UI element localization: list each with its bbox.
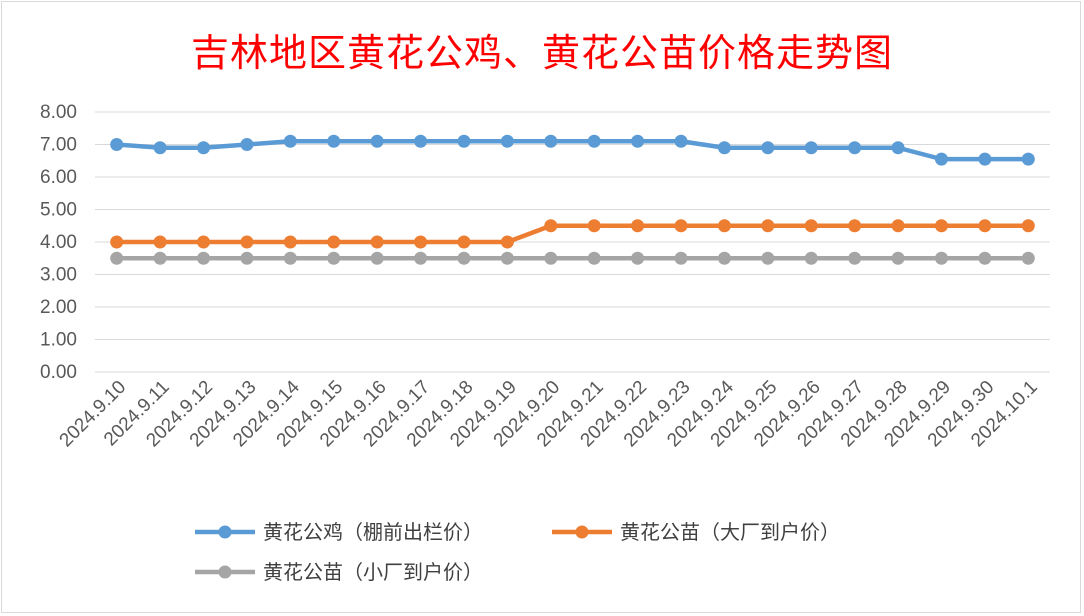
data-point [1021,219,1035,233]
data-point [978,251,992,265]
data-point [761,141,775,155]
legend-swatch-marker [218,565,232,579]
data-point [934,219,948,233]
series-layer [110,134,1035,265]
y-tick-label: 0.00 [40,362,77,383]
data-point [761,251,775,265]
data-point [848,141,862,155]
legend-label: 黄花公苗（大厂到户价） [620,520,840,544]
chart-title: 吉林地区黄花公鸡、黄花公苗价格走势图 [190,31,893,75]
legend-item: 黄花公苗（大厂到户价） [552,520,840,544]
data-point [587,219,601,233]
data-point [631,134,645,148]
data-point [370,134,384,148]
data-point [500,251,514,265]
data-point [674,134,688,148]
data-point [414,251,428,265]
legend-item: 黄花公苗（小厂到户价） [195,560,483,584]
data-point [674,219,688,233]
data-point [283,134,297,148]
data-point [153,235,167,249]
data-point [717,251,731,265]
legend-swatch-marker [575,525,589,539]
data-point [457,134,471,148]
legend-swatch-marker [218,525,232,539]
data-point [891,219,905,233]
data-point [327,235,341,249]
y-tick-label: 2.00 [40,297,77,318]
x-axis-ticks: 2024.9.102024.9.112024.9.122024.9.132024… [56,376,1042,451]
series-1 [110,134,1035,166]
data-point [544,219,558,233]
data-point [370,235,384,249]
data-point [153,141,167,155]
y-tick-label: 3.00 [40,265,77,286]
data-point [804,219,818,233]
legend-item: 黄花公鸡（棚前出栏价） [195,520,483,544]
data-point [631,219,645,233]
data-point [283,251,297,265]
data-point [370,251,384,265]
y-tick-label: 1.00 [40,330,77,351]
y-tick-label: 8.00 [40,102,77,123]
data-point [240,235,254,249]
data-point [197,141,211,155]
y-tick-label: 5.00 [40,200,77,221]
data-point [934,152,948,166]
data-point [110,235,124,249]
data-point [848,251,862,265]
data-point [500,134,514,148]
data-point [631,251,645,265]
data-point [934,251,948,265]
legend-label: 黄花公苗（小厂到户价） [263,560,483,584]
data-point [674,251,688,265]
data-point [544,251,558,265]
data-point [327,134,341,148]
data-point [848,219,862,233]
data-point [414,235,428,249]
data-point [804,251,818,265]
data-point [1021,251,1035,265]
data-point [891,141,905,155]
data-point [717,219,731,233]
data-point [240,251,254,265]
data-point [717,141,731,155]
y-axis-ticks: 0.00 1.00 2.00 3.00 4.00 5.00 6.00 7.00 8.00 [40,102,77,383]
data-point [978,219,992,233]
legend: 黄花公鸡（棚前出栏价） 黄花公苗（大厂到户价） 黄花公苗（小厂到户价） [195,520,840,584]
series-line [116,139,1029,162]
data-point [110,251,124,265]
data-point [240,138,254,151]
data-point [110,138,124,151]
data-point [457,251,471,265]
series-3 [110,251,1035,265]
data-point [1021,152,1035,166]
y-tick-label: 4.00 [40,232,77,253]
data-point [544,134,558,148]
data-point [283,235,297,249]
data-point [153,251,167,265]
data-point [804,141,818,155]
data-point [587,251,601,265]
data-point [500,235,514,249]
data-point [978,152,992,166]
data-point [327,251,341,265]
data-point [891,251,905,265]
data-point [197,251,211,265]
y-tick-label: 7.00 [40,135,77,156]
data-point [197,235,211,249]
legend-label: 黄花公鸡（棚前出栏价） [263,520,483,544]
data-point [587,134,601,148]
gridlines [95,111,1050,373]
y-tick-label: 6.00 [40,167,77,188]
data-point [457,235,471,249]
data-point [414,134,428,148]
series-line [116,223,1029,245]
data-point [761,219,775,233]
series-2 [110,219,1035,249]
